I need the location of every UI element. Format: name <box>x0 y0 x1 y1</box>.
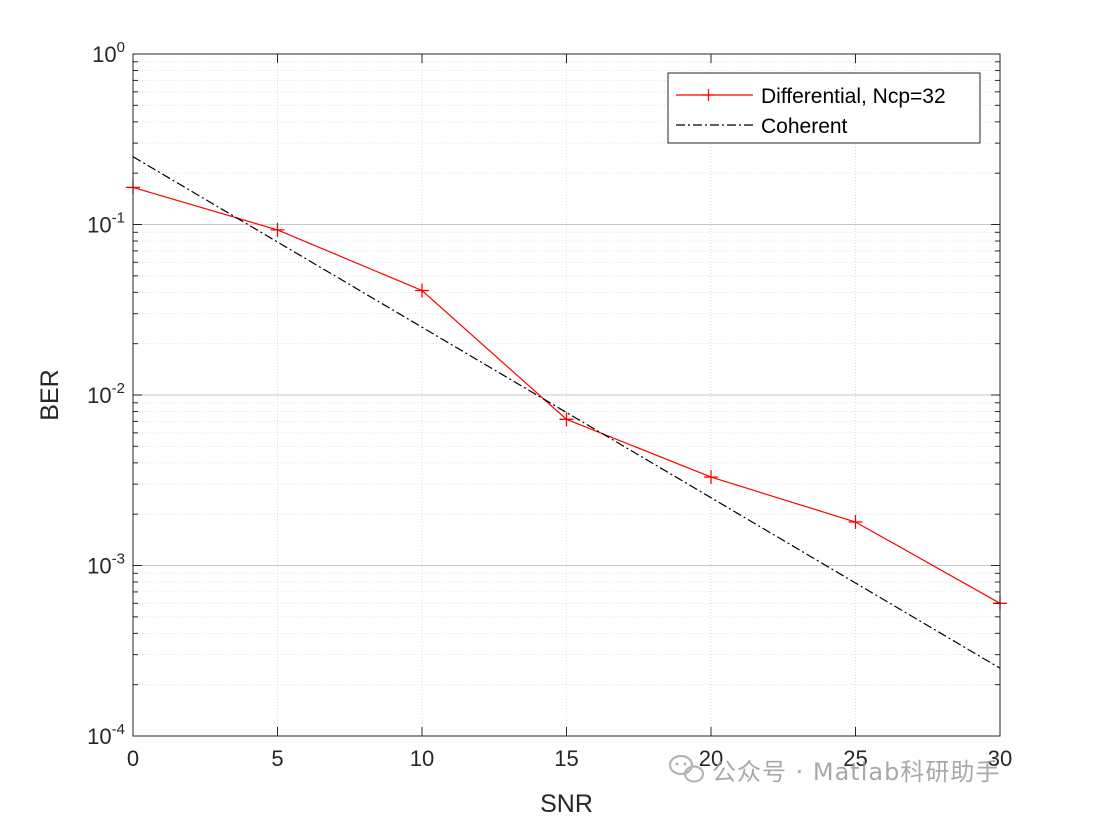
legend-box <box>667 72 981 144</box>
x-tick-label: 0 <box>127 746 139 771</box>
x-tick-label: 10 <box>410 746 434 771</box>
x-tick-labels: 0 5 10 15 20 25 30 <box>127 746 1012 771</box>
watermark: 公众号 · Matlab科研助手 <box>668 754 1000 786</box>
series-line-1 <box>132 156 1001 669</box>
watermark-text: 公众号 · Matlab科研助手 <box>712 758 1000 786</box>
x-tick-label: 30 <box>988 746 1012 771</box>
tick-marks <box>132 53 1001 737</box>
x-tick-label: 15 <box>554 746 578 771</box>
series-marker-0 <box>559 412 574 427</box>
legend-label-coherent: Coherent <box>761 115 848 138</box>
legend-label-differential: Differential, Ncp=32 <box>761 85 946 108</box>
y-tick-label: 10-3 <box>87 551 125 579</box>
series-marker-0 <box>415 283 429 298</box>
y-axis-label: BER <box>36 369 64 420</box>
y-tick-label: 100 <box>92 39 125 67</box>
x-tick-label: 20 <box>699 746 723 771</box>
series-marker-0 <box>270 222 285 237</box>
y-tick-label: 10-1 <box>87 210 125 238</box>
y-tick-label: 10-2 <box>87 380 125 408</box>
x-tick-label: 5 <box>271 746 283 771</box>
series-layer <box>126 156 1007 669</box>
y-tick-label: 10-4 <box>87 721 125 749</box>
legend: Differential, Ncp=32 Coherent <box>667 72 981 144</box>
series-marker-0 <box>704 470 718 485</box>
y-tick-labels: 10-4 10-3 10-2 10-1 100 <box>87 39 125 749</box>
legend-marker-differential <box>702 89 715 101</box>
x-axis-label: SNR <box>540 790 593 816</box>
x-tick-label: 25 <box>843 746 867 771</box>
wechat-icon <box>668 754 705 783</box>
series-marker-0 <box>848 514 863 529</box>
